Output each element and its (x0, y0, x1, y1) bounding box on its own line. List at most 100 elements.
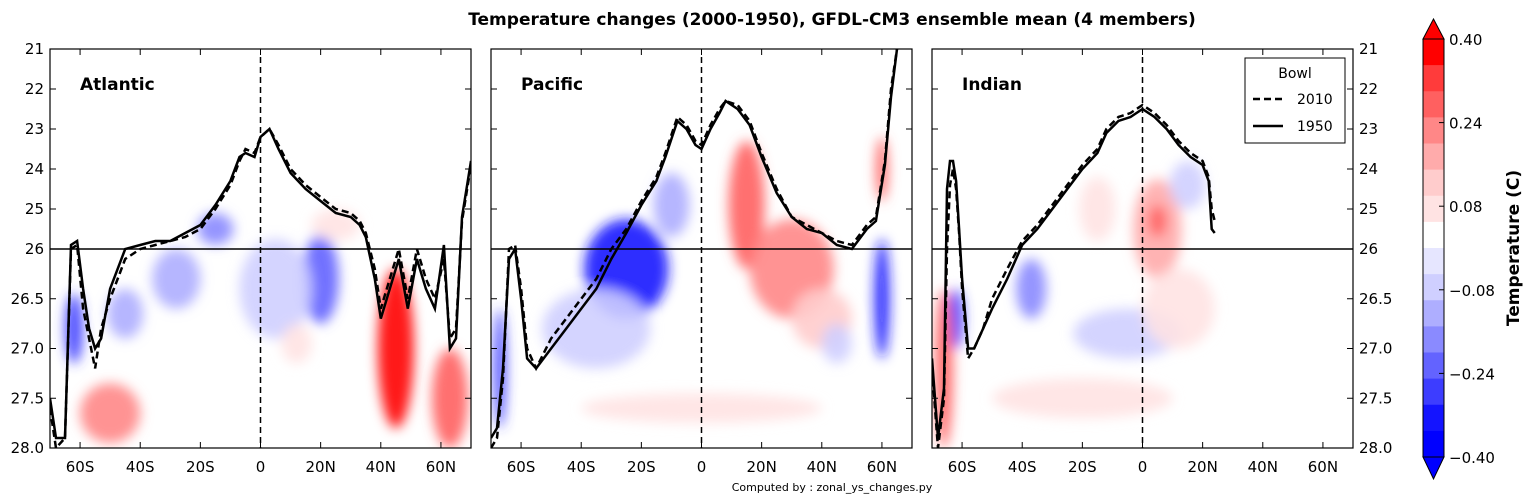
y-tick-label-left: 27.0 (11, 340, 44, 358)
x-tick-label: 20S (1068, 458, 1097, 476)
anomaly-patch (542, 288, 651, 369)
x-tick-label: 60S (66, 458, 95, 476)
anomaly-field (65, 209, 468, 448)
anomaly-patch (1142, 268, 1215, 349)
x-tick-label: 40N (807, 458, 837, 476)
x-tick-label: 0 (256, 458, 266, 476)
y-tick-label-left: 23 (25, 120, 44, 138)
colorbar-level (1423, 300, 1444, 327)
y-tick-label-right: 27.5 (1359, 389, 1392, 407)
y-tick-label-right: 24 (1359, 160, 1378, 178)
anomaly-patch (80, 383, 141, 444)
colorbar-level (1423, 117, 1444, 144)
anomaly-patch (1016, 258, 1047, 319)
colorbar-level (1423, 248, 1444, 275)
y-tick-label-left: 24 (25, 160, 44, 178)
anomaly-patch (1148, 205, 1167, 237)
y-tick-label-left: 26 (25, 240, 44, 258)
y-tick-label-left: 22 (25, 80, 44, 98)
anomaly-blobs (494, 137, 890, 429)
y-tick-label-left: 21 (25, 40, 44, 58)
anomaly-patch (239, 239, 312, 339)
colorbar-level (1423, 378, 1444, 406)
y-tick-label-left: 26.5 (11, 290, 44, 308)
colorbar-tick-label: 0.40 (1449, 31, 1482, 49)
anomaly-patch (152, 249, 201, 309)
anomaly-blobs (935, 161, 1215, 448)
colorbar-level (1423, 39, 1444, 66)
anomaly-field (494, 137, 890, 429)
bowl-curves (50, 126, 471, 448)
anomaly-patch (1169, 161, 1206, 209)
anomaly-patch (948, 288, 964, 349)
colorbar-tick-label: −0.24 (1449, 365, 1495, 383)
anomaly-patch (728, 141, 765, 269)
legend: Bowl 2010 1950 (1244, 57, 1346, 144)
y-tick-label-left: 25 (25, 200, 44, 218)
anomaly-patch (874, 239, 890, 359)
x-tick-label: 20N (305, 458, 335, 476)
bowl-1950-line (932, 107, 1216, 439)
colorbar-level (1423, 169, 1444, 197)
colorbar-tick-label: −0.08 (1449, 282, 1495, 300)
anomaly-field (935, 161, 1215, 448)
bowl-curves (932, 103, 1216, 448)
colorbar-frame (1422, 38, 1445, 458)
anomaly-patch (494, 308, 507, 429)
anomaly-patch (281, 323, 312, 364)
bowl-1950-line (491, 49, 899, 439)
anomaly-patch (197, 213, 234, 245)
x-tick-label: 40S (567, 458, 596, 476)
bowl-curves (491, 49, 899, 448)
panel-pacific: Pacific 60S 40S 20S 0 20N 40N 60N (490, 48, 913, 476)
y-tick-label-right: 21 (1359, 40, 1378, 58)
x-tick-label: 40N (366, 458, 396, 476)
colorbar-level (1423, 430, 1444, 458)
colorbar-tick-label: 0.24 (1449, 115, 1482, 133)
colorbar-level (1423, 65, 1444, 92)
x-tick-label: 0 (1138, 458, 1148, 476)
anomaly-patch (1079, 177, 1116, 241)
x-tick-label: 60N (867, 458, 897, 476)
anomaly-patch (431, 348, 468, 448)
panels: Atlantic 60S 40S 20S 0 20N 40N 60N Pacific 60S 40S… (11, 40, 1393, 476)
panel-title: Atlantic (80, 75, 155, 95)
y-tick-label-right: 23 (1359, 120, 1378, 138)
legend-label-1950: 1950 (1297, 119, 1333, 135)
panel-atlantic: Atlantic 60S 40S 20S 0 20N 40N 60N (49, 48, 472, 476)
legend-box (1244, 57, 1346, 144)
anomaly-blobs (65, 209, 468, 448)
x-tick-label: 20S (627, 458, 656, 476)
anomaly-patch (107, 288, 144, 339)
colorbar-tick-label: −0.40 (1449, 449, 1495, 467)
colorbar-level (1423, 91, 1444, 118)
colorbar: 0.40 0.24 0.08 −0.08 −0.24 −0.40 Temperature (… (1422, 17, 1524, 481)
colorbar-tick-label: 0.08 (1449, 198, 1482, 216)
colorbar-level (1423, 195, 1444, 223)
y-tick-label-left: 28.0 (11, 439, 44, 457)
colorbar-label: Temperature (C) (1504, 170, 1524, 326)
x-tick-label: 20N (746, 458, 776, 476)
x-tick-label: 60S (948, 458, 977, 476)
y-axis-labels: 21 21 22 22 23 23 24 24 25 25 26 26 26.5 26.5 27.0 27.0… (11, 40, 1393, 457)
panel-title: Pacific (521, 75, 583, 95)
anomaly-patch (653, 173, 690, 237)
colorbar-min-arrow (1422, 456, 1445, 481)
y-tick-label-right: 25 (1359, 200, 1378, 218)
anomaly-patch (992, 378, 1173, 419)
x-tick-label: 60S (507, 458, 536, 476)
x-tick-label: 20S (186, 458, 215, 476)
legend-title: Bowl (1278, 66, 1312, 82)
x-tick-label: 0 (697, 458, 707, 476)
y-tick-label-right: 22 (1359, 80, 1378, 98)
colorbar-level (1423, 143, 1444, 171)
y-tick-label-left: 27.5 (11, 389, 44, 407)
anomaly-patch (821, 323, 852, 364)
colorbar-max-arrow (1422, 17, 1445, 40)
x-tick-label: 20N (1187, 458, 1217, 476)
legend-label-2010: 2010 (1297, 92, 1333, 108)
chart-title: Temperature changes (2000-1950), GFDL-CM… (468, 10, 1196, 30)
x-tick-label: 60N (1308, 458, 1338, 476)
y-tick-label-right: 26 (1359, 240, 1378, 258)
